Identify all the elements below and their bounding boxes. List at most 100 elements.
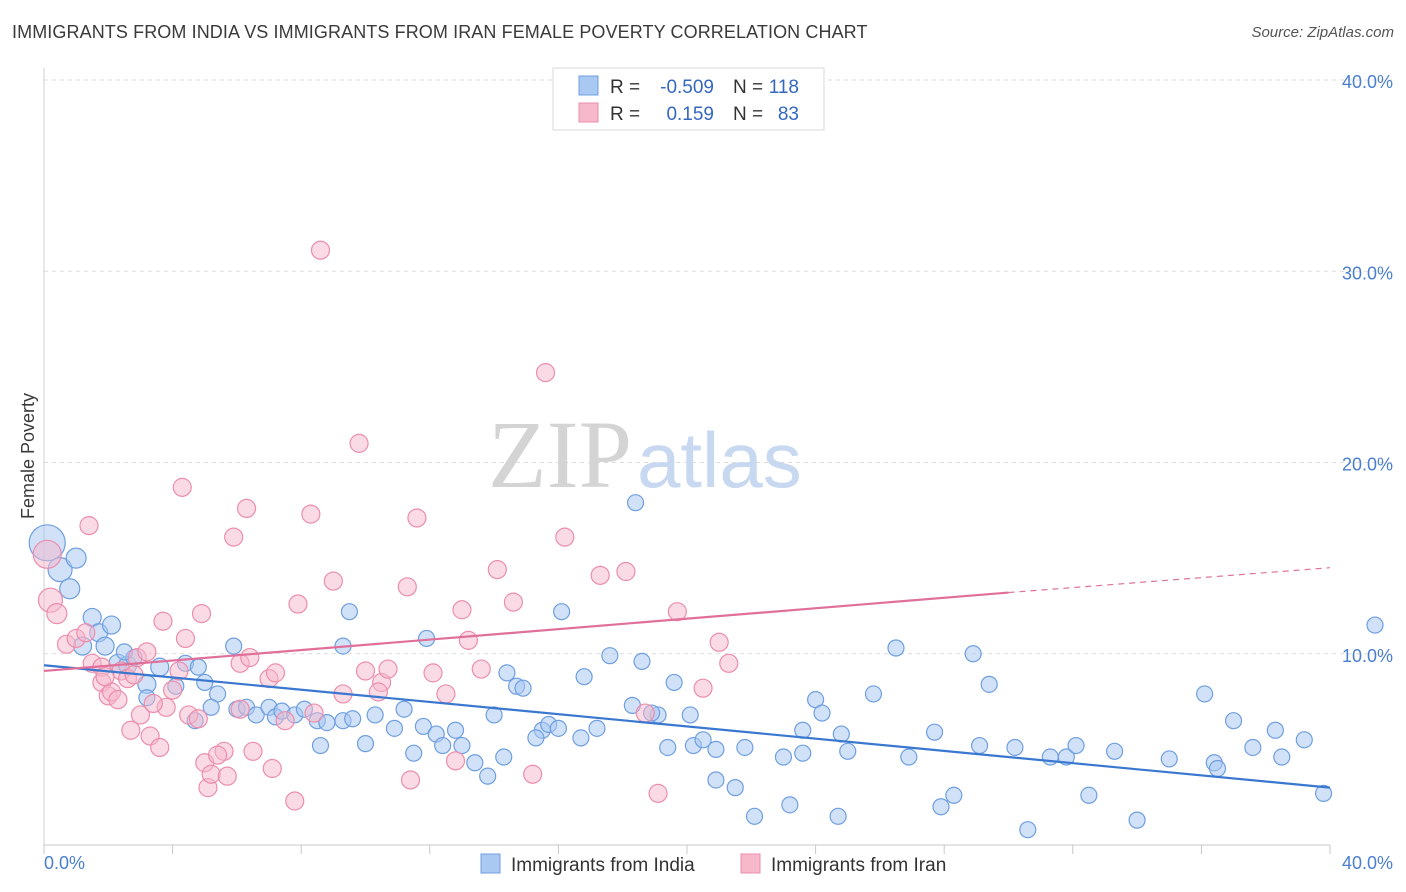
legend-r-value-iran: 0.159 [666, 104, 714, 125]
legend-box: R = -0.509 N = 118 R = 0.159 N = 83 [552, 67, 825, 131]
iran-point-52 [378, 659, 398, 679]
iran-point-79 [208, 745, 228, 765]
iran-point-54 [400, 770, 421, 790]
india-point-114 [1224, 712, 1243, 730]
iran-point-0 [32, 539, 62, 569]
india-point-46 [446, 721, 465, 739]
iran-point-6 [76, 623, 96, 643]
iran-point-37 [240, 647, 260, 668]
india-point-102 [1244, 738, 1262, 757]
iran-point-33 [217, 766, 237, 786]
iran-point-47 [323, 571, 343, 591]
iran-point-49 [349, 433, 369, 453]
iran-point-65 [555, 527, 575, 547]
y-axis-label: Female Poverty [18, 393, 38, 519]
india-point-47 [453, 736, 471, 755]
bottom-legend: Immigrants from India Immigrants from Ir… [480, 853, 946, 876]
iran-point-75 [262, 758, 282, 779]
x-tick-label-max: 40.0% [1342, 853, 1393, 873]
y-tick-label-20: 20.0% [1342, 455, 1393, 475]
iran-point-81 [445, 751, 466, 771]
india-point-97 [1128, 811, 1146, 829]
india-point-57 [549, 719, 568, 737]
india-point-70 [694, 731, 712, 749]
trend-line-india [43, 664, 1331, 789]
india-point-36 [340, 603, 359, 621]
india-point-84 [887, 639, 905, 657]
india-point-75 [745, 807, 764, 825]
india-point-60 [514, 679, 532, 697]
iran-point-27 [172, 477, 192, 497]
india-point-17 [196, 673, 214, 692]
india-point-88 [945, 786, 963, 804]
iran-point-43 [285, 791, 305, 811]
india-point-72 [707, 740, 725, 758]
india-point-79 [794, 744, 812, 762]
iran-point-25 [175, 628, 196, 649]
india-point-76 [774, 748, 793, 766]
india-point-20 [202, 698, 220, 716]
india-point-112 [970, 736, 989, 755]
india-point-113 [1105, 742, 1124, 760]
india-point-105 [1295, 731, 1313, 749]
iran-point-57 [436, 684, 456, 704]
india-point-68 [681, 706, 699, 724]
iran-point-18 [130, 705, 151, 725]
india-point-59 [588, 719, 606, 737]
iran-point-21 [153, 611, 173, 631]
india-point-53 [495, 748, 513, 766]
india-point-99 [1196, 685, 1214, 703]
iran-point-78 [143, 693, 163, 714]
iran-point-55 [407, 508, 427, 528]
watermark-atlas: atlas [637, 416, 802, 504]
watermark-zip: ZIP [488, 401, 632, 508]
trend-line-iran-extension [1008, 567, 1331, 594]
iran-point-74 [243, 741, 263, 761]
india-point-61 [601, 647, 619, 665]
iran-point-41 [275, 711, 295, 731]
y-tick-label-10: 10.0% [1342, 646, 1393, 666]
india-point-55 [527, 729, 545, 747]
india-point-42 [414, 717, 432, 736]
iran-point-35 [236, 498, 257, 518]
axes: 10.0% 20.0% 30.0% 40.0% 0.0% 40.0% [43, 68, 1393, 873]
india-point-45 [434, 736, 452, 755]
iran-point-5 [79, 516, 99, 536]
legend-n-label-iran: N = [733, 104, 763, 125]
legend-r-label-iran: R = [610, 104, 640, 125]
iran-point-77 [121, 720, 141, 740]
india-point-34 [344, 710, 362, 728]
india-point-89 [964, 645, 982, 663]
india-point-40 [395, 700, 413, 718]
india-point-50 [479, 767, 497, 785]
india-point-98 [1160, 750, 1178, 768]
india-point-90 [980, 675, 998, 693]
iran-point-69 [648, 783, 668, 803]
india-point-106 [1366, 616, 1384, 634]
india-point-73 [726, 779, 744, 797]
watermark: ZIP atlas [488, 401, 802, 508]
india-point-21 [225, 637, 243, 655]
india-point-104 [1273, 748, 1291, 766]
india-point-8 [95, 636, 115, 656]
india-point-94 [1057, 748, 1075, 766]
x-tick-label-min: 0.0% [44, 853, 85, 873]
india-point-117 [189, 658, 207, 676]
india-point-33 [311, 736, 330, 755]
india-point-48 [466, 754, 484, 772]
iran-point-72 [709, 632, 729, 652]
legend-r-value-india: -0.509 [660, 77, 714, 98]
india-point-37 [356, 735, 375, 753]
iran-point-12 [108, 690, 128, 710]
iran-point-34 [224, 527, 244, 547]
iran-point-40 [265, 663, 286, 683]
iran-point-20 [150, 737, 170, 758]
iran-point-31 [201, 764, 221, 784]
iran-point-73 [719, 653, 739, 673]
bottom-legend-label-india: Immigrants from India [511, 855, 695, 876]
iran-point-23 [163, 680, 183, 700]
iran-point-68 [635, 703, 655, 723]
india-point-87 [932, 798, 950, 816]
iran-point-63 [523, 764, 543, 784]
iran-point-67 [616, 561, 636, 582]
